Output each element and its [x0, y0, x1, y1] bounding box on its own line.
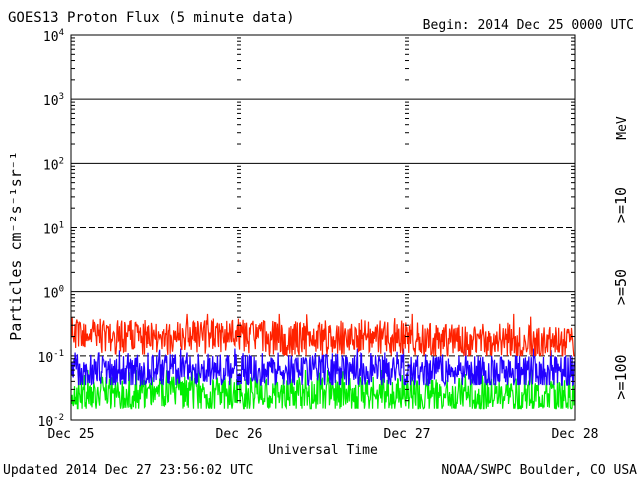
x-tick-labels: Dec 25 Dec 26 Dec 27 Dec 28	[48, 427, 599, 442]
y-tick-label: 10-1	[38, 349, 65, 366]
y-axis-title: Particles cm⁻²s⁻¹sr⁻¹	[7, 151, 25, 341]
y-tick-text: 10-1	[38, 349, 65, 366]
y-tick-labels: 10-2 10-1 100 101 102 103 104	[38, 28, 575, 430]
x-axis-title: Universal Time	[268, 443, 378, 458]
legend: >=10 >=50 >=100 MeV	[612, 116, 630, 399]
series-line-10mev	[70, 313, 575, 357]
x-tick-label: Dec 25	[48, 427, 95, 442]
y-tick-label: 102	[43, 156, 64, 173]
agency-credit: NOAA/SWPC Boulder, CO USA	[441, 463, 637, 478]
x-tick-label: Dec 26	[216, 427, 263, 442]
legend-entry: >=50	[612, 269, 630, 305]
y-tick-text: 103	[43, 92, 64, 109]
day-boundary-markers	[237, 37, 409, 402]
chart-title: GOES13 Proton Flux (5 minute data)	[8, 10, 295, 26]
legend-entry: >=10	[612, 187, 630, 223]
legend-unit: MeV	[615, 116, 630, 140]
y-tick-text: 10-2	[38, 413, 65, 430]
begin-time-label: Begin: 2014 Dec 25 0000 UTC	[423, 18, 634, 33]
legend-entry: >=100	[612, 354, 630, 399]
updated-timestamp: Updated 2014 Dec 27 23:56:02 UTC	[3, 463, 253, 478]
y-tick-label: 10-2	[38, 413, 65, 430]
y-tick-text: 101	[43, 221, 64, 238]
x-tick-label: Dec 28	[552, 427, 599, 442]
y-tick-label: 101	[43, 221, 64, 238]
series-line-50mev	[70, 348, 576, 388]
y-tick-label: 103	[43, 92, 64, 109]
y-tick-text: 102	[43, 156, 64, 173]
series-layer	[70, 313, 576, 410]
y-tick-label: 104	[43, 28, 64, 45]
y-tick-text: 104	[43, 28, 64, 45]
series-line-100mev	[70, 370, 576, 410]
y-tick-text: 100	[43, 285, 64, 302]
y-tick-label: 100	[43, 285, 64, 302]
x-tick-label: Dec 27	[384, 427, 431, 442]
plot-frame	[70, 34, 576, 421]
